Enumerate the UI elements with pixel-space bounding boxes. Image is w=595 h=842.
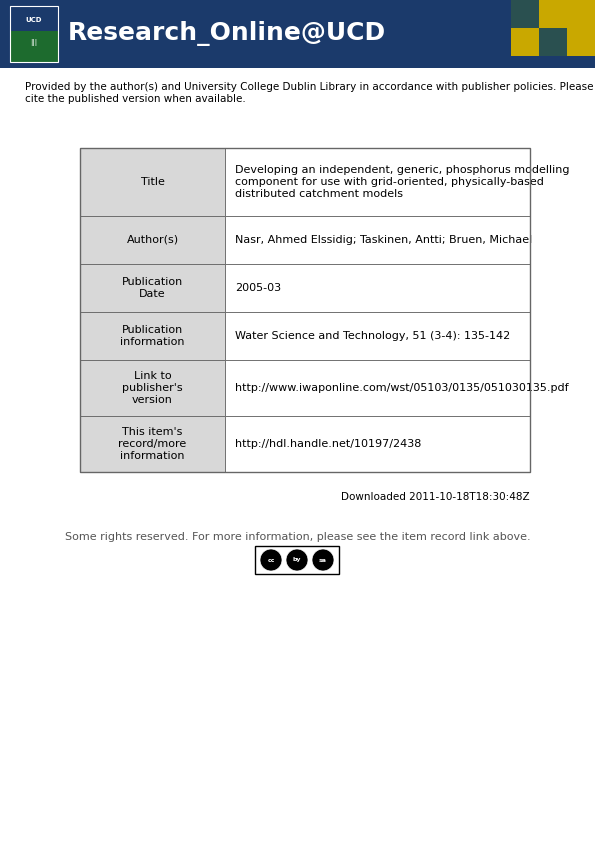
Text: cc: cc xyxy=(267,557,275,562)
Bar xyxy=(80,416,225,472)
Text: Publication
information: Publication information xyxy=(120,325,185,347)
Text: Water Science and Technology, 51 (3-4): 135-142: Water Science and Technology, 51 (3-4): … xyxy=(235,331,511,341)
Bar xyxy=(511,0,539,28)
Text: Title: Title xyxy=(140,177,164,187)
Text: This item's
record/more
information: This item's record/more information xyxy=(118,427,187,461)
Text: Link to
publisher's
version: Link to publisher's version xyxy=(122,370,183,405)
Text: cite the published version when available.: cite the published version when availabl… xyxy=(25,94,246,104)
Circle shape xyxy=(286,549,308,571)
Text: Author(s): Author(s) xyxy=(127,235,178,245)
Bar xyxy=(225,264,530,312)
Bar xyxy=(225,148,530,216)
Bar xyxy=(80,216,225,264)
Text: 2005-03: 2005-03 xyxy=(235,283,281,293)
Text: Downloaded 2011-10-18T18:30:48Z: Downloaded 2011-10-18T18:30:48Z xyxy=(342,492,530,502)
Bar xyxy=(10,6,58,62)
Bar xyxy=(539,28,567,56)
Text: Research_Online@UCD: Research_Online@UCD xyxy=(68,22,386,46)
Text: sa: sa xyxy=(319,557,327,562)
Bar xyxy=(80,148,225,216)
Bar xyxy=(80,264,225,312)
Bar xyxy=(225,416,530,472)
Text: UCD: UCD xyxy=(26,17,42,23)
Text: Publication
Date: Publication Date xyxy=(122,277,183,299)
Bar xyxy=(225,216,530,264)
Text: |||: ||| xyxy=(30,39,37,46)
Text: http://www.iwaponline.com/wst/05103/0135/051030135.pdf: http://www.iwaponline.com/wst/05103/0135… xyxy=(235,383,569,393)
Bar xyxy=(255,546,339,574)
Circle shape xyxy=(260,549,282,571)
Bar xyxy=(567,0,595,28)
Circle shape xyxy=(312,549,334,571)
Bar xyxy=(10,31,58,62)
Bar xyxy=(225,360,530,416)
Text: http://hdl.handle.net/10197/2438: http://hdl.handle.net/10197/2438 xyxy=(235,439,421,449)
Bar xyxy=(567,28,595,56)
Bar xyxy=(539,0,567,28)
Bar xyxy=(80,360,225,416)
Text: Developing an independent, generic, phosphorus modelling
component for use with : Developing an independent, generic, phos… xyxy=(235,164,569,200)
Bar xyxy=(225,312,530,360)
Bar xyxy=(511,28,539,56)
Text: Some rights reserved. For more information, please see the item record link abov: Some rights reserved. For more informati… xyxy=(65,532,530,542)
Bar xyxy=(80,312,225,360)
Text: by: by xyxy=(293,557,301,562)
Bar xyxy=(0,0,595,68)
Bar xyxy=(80,148,530,472)
Bar xyxy=(10,6,58,31)
Text: Provided by the author(s) and University College Dublin Library in accordance wi: Provided by the author(s) and University… xyxy=(25,82,593,92)
Text: Nasr, Ahmed Elssidig; Taskinen, Antti; Bruen, Michael: Nasr, Ahmed Elssidig; Taskinen, Antti; B… xyxy=(235,235,533,245)
